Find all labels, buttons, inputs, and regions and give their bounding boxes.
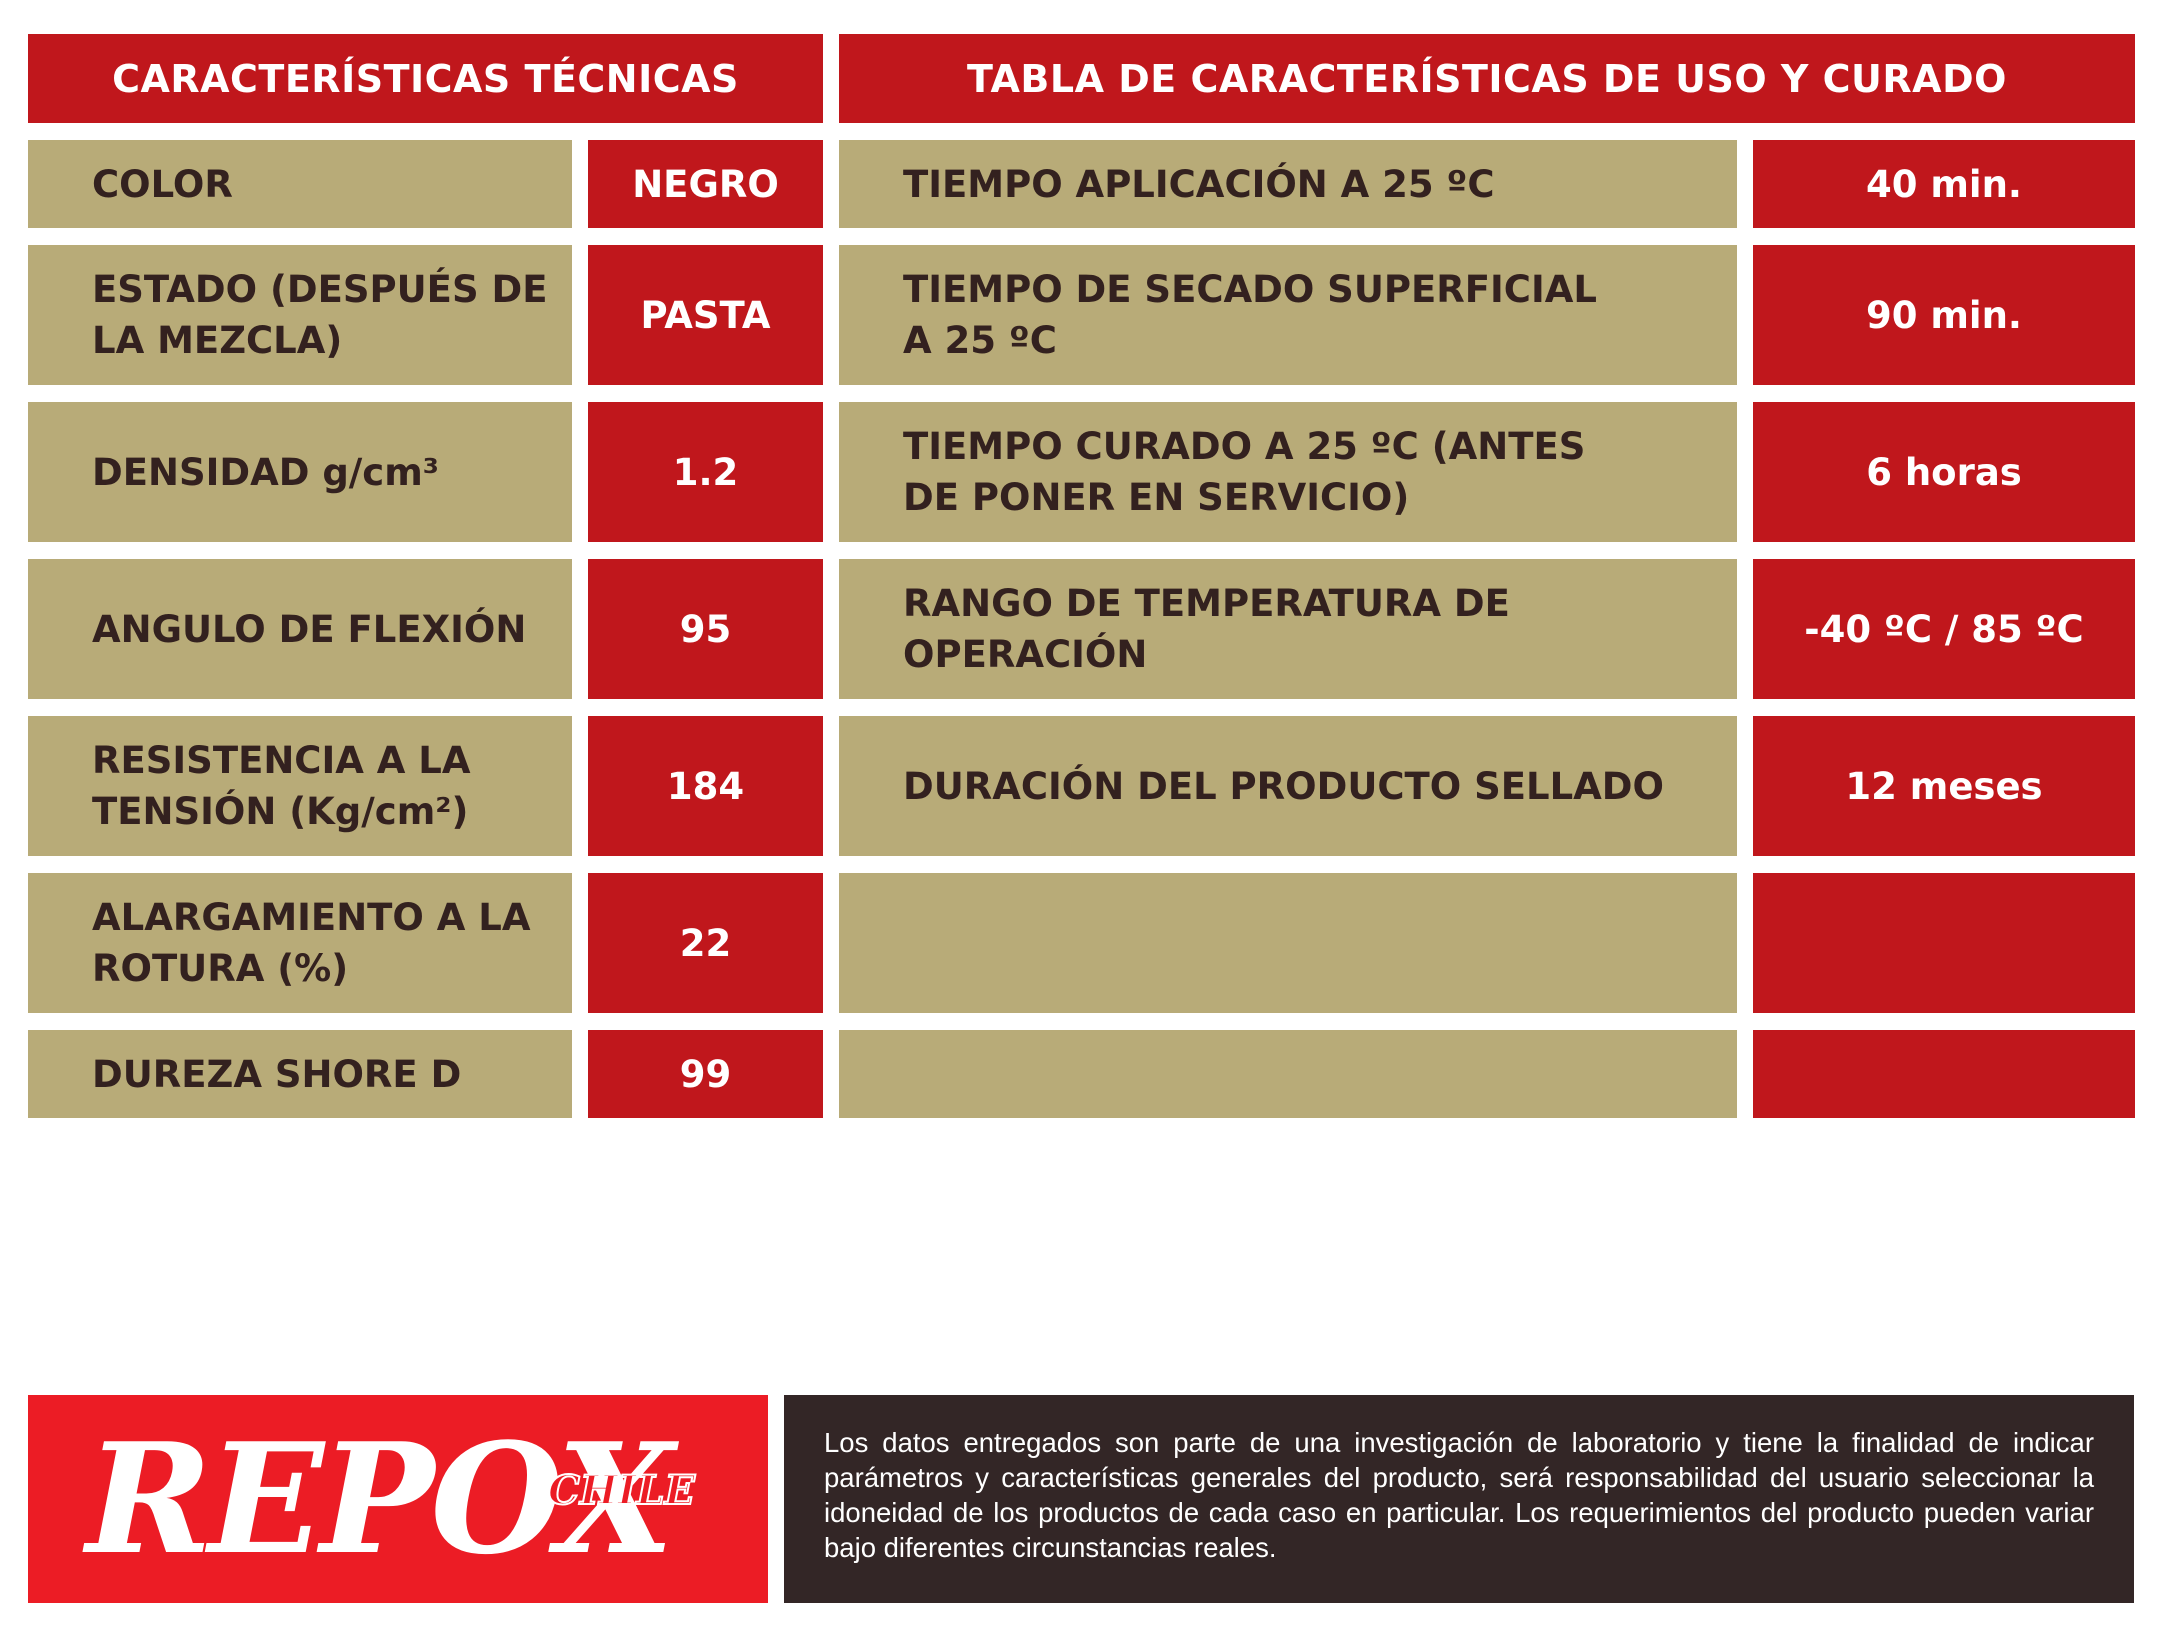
right-row-value-secado: 90 min. [1753, 245, 2135, 385]
label-unit: g/cm³ [322, 450, 440, 494]
label-text: ALARGAMIENTO A LA ROTURA (%) [92, 896, 531, 990]
value-text: 22 [679, 921, 732, 965]
label-text: RESISTENCIA A LA TENSIÓN (Kg/cm²) [92, 735, 552, 837]
right-row-label-empty-1 [839, 873, 1737, 1013]
label-text: DURACIÓN DEL PRODUCTO SELLADO [903, 764, 1664, 808]
value-text: 95 [679, 607, 732, 651]
right-row-value-aplicacion: 40 min. [1753, 140, 2135, 228]
value-text: 184 [666, 764, 745, 808]
label-prefix: DENSIDAD [92, 450, 323, 494]
value-text: 12 meses [1845, 764, 2043, 808]
value-text: -40 ºC / 85 ºC [1804, 607, 2084, 651]
left-row-value-densidad: 1.2 [588, 402, 823, 542]
left-row-label-estado: ESTADO (DESPUÉS DE LA MEZCLA) [28, 245, 572, 385]
right-row-label-rango: RANGO DE TEMPERATURA DE OPERACIÓN [839, 559, 1737, 699]
left-row-label-angulo: ANGULO DE FLEXIÓN [28, 559, 572, 699]
label-text: RANGO DE TEMPERATURA DE OPERACIÓN [903, 582, 1510, 676]
label-text: TIEMPO APLICACIÓN A 25 ºC [903, 162, 1495, 206]
left-table-header: CARACTERÍSTICAS TÉCNICAS [28, 34, 823, 123]
label-prefix: RESISTENCIA A LA TENSIÓN [92, 739, 471, 833]
value-text: 40 min. [1865, 162, 2022, 206]
left-row-value-resistencia: 184 [588, 716, 823, 856]
right-row-value-empty-2 [1753, 1030, 2135, 1118]
left-row-label-color: COLOR [28, 140, 572, 228]
right-row-value-rango: -40 ºC / 85 ºC [1753, 559, 2135, 699]
left-row-label-alargamiento: ALARGAMIENTO A LA ROTURA (%) [28, 873, 572, 1013]
value-text: PASTA [640, 293, 771, 337]
left-row-value-dureza: 99 [588, 1030, 823, 1118]
right-row-label-aplicacion: TIEMPO APLICACIÓN A 25 ºC [839, 140, 1737, 228]
right-table-header: TABLA DE CARACTERÍSTICAS DE USO Y CURADO [839, 34, 2135, 123]
label-unit: (Kg/cm²) [289, 790, 469, 833]
left-row-label-dureza: DUREZA SHORE D [28, 1030, 572, 1118]
label-text: COLOR [92, 162, 233, 206]
disclaimer-text: Los datos entregados son parte de una in… [784, 1395, 2134, 1603]
right-row-value-curado: 6 horas [1753, 402, 2135, 542]
right-row-label-curado: TIEMPO CURADO A 25 ºC (ANTES DE PONER EN… [839, 402, 1737, 542]
logo-main-text: REPOX [86, 1409, 674, 1588]
left-row-label-densidad: DENSIDAD g/cm³ [28, 402, 572, 542]
right-row-value-duracion: 12 meses [1753, 716, 2135, 856]
right-row-value-empty-1 [1753, 873, 2135, 1013]
value-text: 99 [679, 1052, 732, 1096]
label-text: DENSIDAD g/cm³ [92, 447, 439, 498]
left-row-value-color: NEGRO [588, 140, 823, 228]
right-row-label-secado: TIEMPO DE SECADO SUPERFICIAL A 25 ºC [839, 245, 1737, 385]
label-text: TIEMPO CURADO A 25 ºC (ANTES DE PONER EN… [903, 425, 1586, 519]
value-text: 6 horas [1866, 450, 2022, 494]
right-row-label-empty-2 [839, 1030, 1737, 1118]
label-text: TIEMPO DE SECADO SUPERFICIAL A 25 ºC [903, 268, 1597, 362]
left-row-value-estado: PASTA [588, 245, 823, 385]
left-row-value-alargamiento: 22 [588, 873, 823, 1013]
left-table-header-text: CARACTERÍSTICAS TÉCNICAS [112, 56, 739, 101]
right-table-header-text: TABLA DE CARACTERÍSTICAS DE USO Y CURADO [967, 56, 2007, 101]
repox-logo: REPOX CHILE [28, 1395, 768, 1603]
left-row-value-angulo: 95 [588, 559, 823, 699]
left-row-label-resistencia: RESISTENCIA A LA TENSIÓN (Kg/cm²) [28, 716, 572, 856]
right-row-label-duracion: DURACIÓN DEL PRODUCTO SELLADO [839, 716, 1737, 856]
label-text: ANGULO DE FLEXIÓN [92, 607, 527, 651]
value-text: 1.2 [672, 450, 739, 494]
logo-sub-text: CHILE [547, 1467, 696, 1514]
value-text: 90 min. [1865, 293, 2022, 337]
label-text: ESTADO (DESPUÉS DE LA MEZCLA) [92, 268, 548, 362]
value-text: NEGRO [632, 162, 779, 206]
label-text: DUREZA SHORE D [92, 1052, 462, 1096]
